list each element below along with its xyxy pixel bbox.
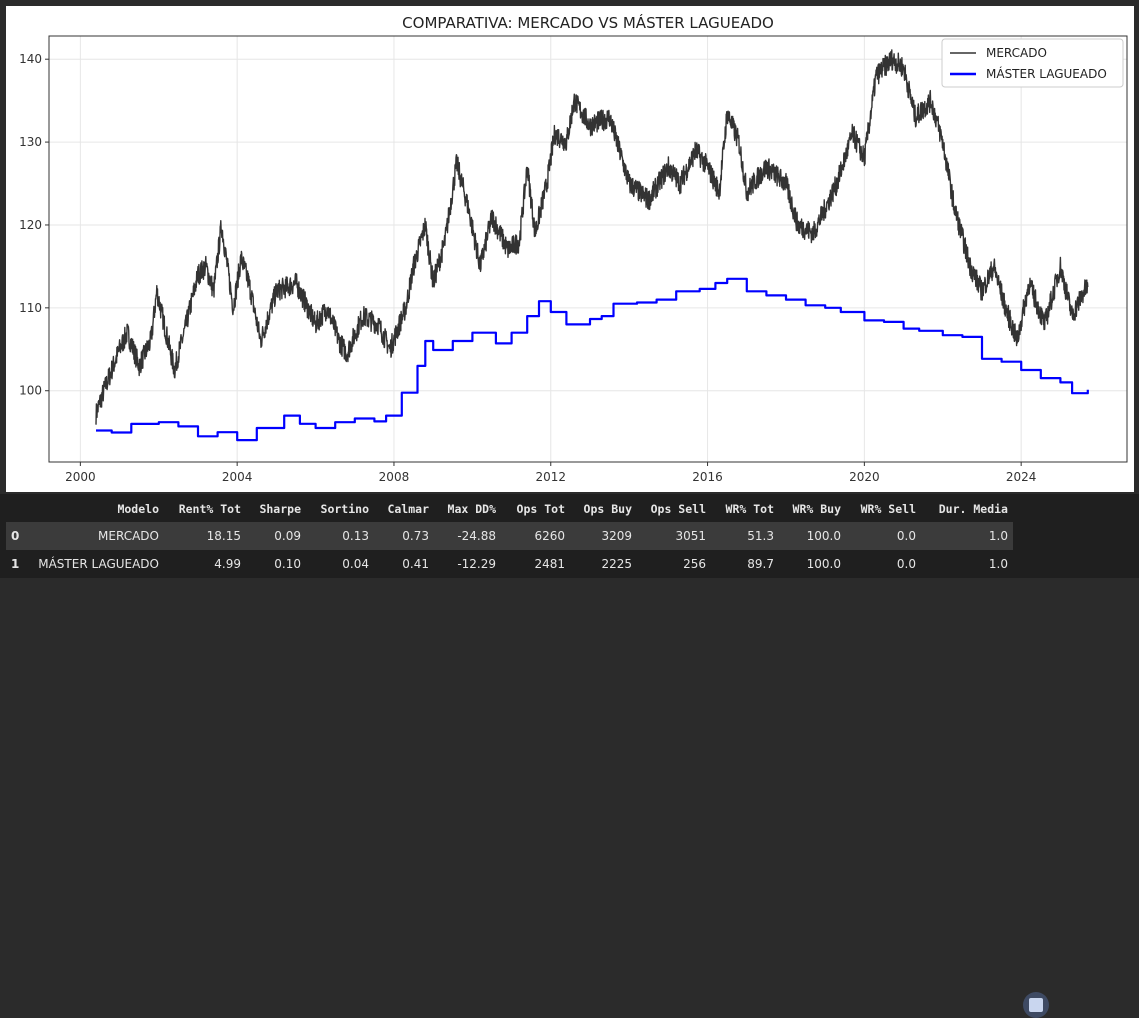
table-cell: 1.0 — [921, 522, 1013, 550]
table-cell: 0.04 — [342, 557, 369, 571]
table-cell: 0.09 — [246, 522, 306, 550]
header-index — [6, 496, 30, 522]
header-wr-tot: WR% Tot — [725, 502, 774, 516]
table-cell: MÁSTER LAGUEADO — [38, 557, 159, 571]
table-cell: 2481 — [534, 557, 565, 571]
results-table: Modelo Rent% Tot Sharpe Sortino Calmar M… — [6, 496, 1013, 578]
table-cell: 0.0 — [896, 557, 916, 571]
chart-title: COMPARATIVA: MERCADO VS MÁSTER LAGUEADO — [402, 13, 774, 32]
row-index: 0 — [6, 522, 30, 550]
header-rent-tot: Rent% Tot — [178, 502, 241, 516]
table-cell: 4.99 — [214, 557, 241, 571]
table-row: 0 MERCADO 18.15 0.09 0.13 0.73 -24.88 6260 3209 3… — [6, 522, 1013, 550]
legend-label: MERCADO — [986, 46, 1047, 60]
x-tick-label: 2000 — [65, 470, 96, 484]
x-tick-label: 2020 — [849, 470, 880, 484]
x-tick-label: 2008 — [379, 470, 410, 484]
table-cell: 18.15 — [164, 522, 246, 550]
x-tick-label: 2012 — [535, 470, 566, 484]
y-tick-label: 100 — [19, 384, 42, 398]
chart-suggestion-button[interactable] — [1023, 992, 1049, 1018]
header-ops-tot: Ops Tot — [516, 502, 565, 516]
header-wr-sell: WR% Sell — [860, 502, 916, 516]
table-cell: 3209 — [570, 522, 637, 550]
x-tick-label: 2016 — [692, 470, 723, 484]
table-cell: MERCADO — [30, 522, 164, 550]
header-sortino: Sortino — [320, 502, 369, 516]
header-modelo: Modelo — [117, 502, 159, 516]
results-table-container: Modelo Rent% Tot Sharpe Sortino Calmar M… — [0, 494, 1139, 1018]
line-chart: COMPARATIVA: MERCADO VS MÁSTER LAGUEADO 2… — [19, 13, 1128, 484]
table-cell: 51.3 — [711, 522, 779, 550]
header-dur-media: Dur. Media — [938, 502, 1008, 516]
x-tick-label: 2024 — [1006, 470, 1037, 484]
legend: MERCADO MÁSTER LAGUEADO — [941, 38, 1124, 88]
table-cell: 2225 — [601, 557, 632, 571]
row-index: 1 — [11, 557, 20, 571]
x-tick-label: 2004 — [222, 470, 253, 484]
y-tick-label: 140 — [19, 52, 42, 66]
table-cell: 0.10 — [274, 557, 301, 571]
plot-frame — [48, 35, 1128, 463]
y-tick-label: 120 — [19, 218, 42, 232]
header-sharpe: Sharpe — [259, 502, 301, 516]
table-cell: 100.0 — [779, 522, 846, 550]
table-cell: 89.7 — [747, 557, 774, 571]
table-cell: 100.0 — [806, 557, 841, 571]
series-line-master-lagueado — [96, 277, 1089, 442]
table-cell: 0.73 — [374, 522, 434, 550]
header-calmar: Calmar — [387, 502, 429, 516]
y-tick-label: 130 — [19, 135, 42, 149]
table-cell: 6260 — [501, 522, 570, 550]
legend-label: MÁSTER LAGUEADO — [986, 66, 1107, 81]
series-line-mercado — [95, 49, 1089, 425]
bar-chart-icon — [1029, 998, 1043, 1012]
header-ops-sell: Ops Sell — [650, 502, 706, 516]
table-cell: 1.0 — [988, 557, 1008, 571]
figure: COMPARATIVA: MERCADO VS MÁSTER LAGUEADO 2… — [6, 6, 1134, 492]
y-tick-label: 110 — [19, 301, 42, 315]
legend-box — [941, 38, 1124, 88]
table-cell: 0.13 — [306, 522, 374, 550]
table-cell: 0.0 — [846, 522, 921, 550]
table-cell: -24.88 — [434, 522, 501, 550]
header-max-dd: Max DD% — [447, 502, 496, 516]
table-cell: 0.41 — [402, 557, 429, 571]
table-cell: -12.29 — [457, 557, 496, 571]
table-header-row: Modelo Rent% Tot Sharpe Sortino Calmar M… — [6, 496, 1013, 522]
header-ops-buy: Ops Buy — [583, 502, 632, 516]
table-row: 1 MÁSTER LAGUEADO 4.99 0.10 0.04 0.41 -12.29 24… — [6, 550, 1013, 578]
header-wr-buy: WR% Buy — [792, 502, 841, 516]
table-cell: 3051 — [637, 522, 711, 550]
table-cell: 256 — [683, 557, 706, 571]
